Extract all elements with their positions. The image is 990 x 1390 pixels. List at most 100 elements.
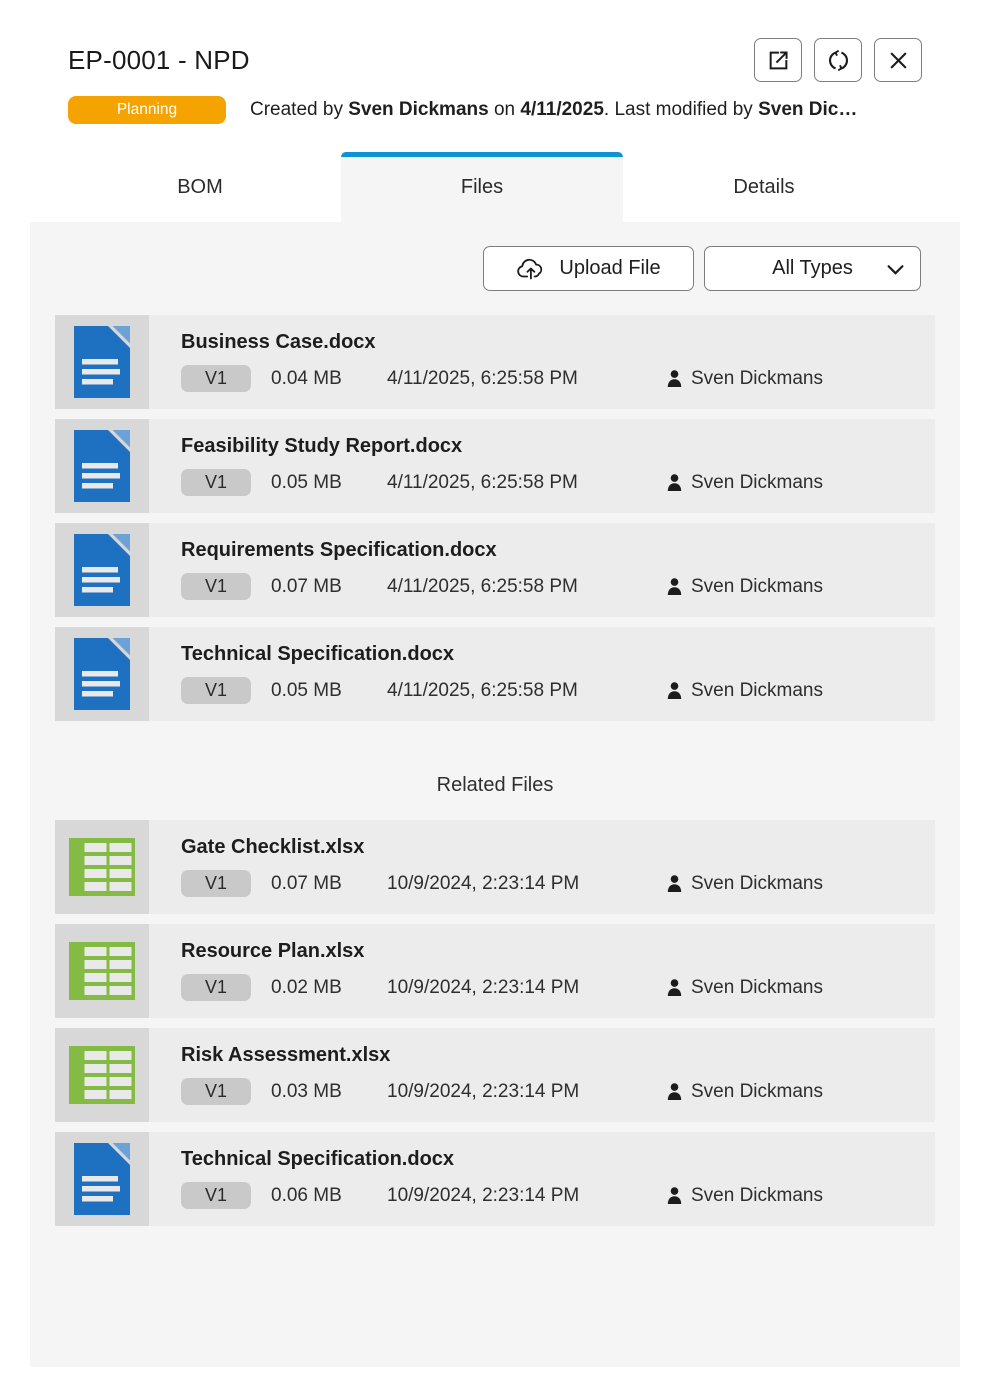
- file-user-name: Sven Dickmans: [691, 1080, 823, 1102]
- file-name: Requirements Specification.docx: [181, 539, 497, 561]
- person-icon: [667, 578, 682, 595]
- files-list: Business Case.docx V1 0.04 MB 4/11/2025,…: [55, 315, 935, 721]
- file-size: 0.05 MB: [271, 471, 342, 493]
- file-modified-date: 10/9/2024, 2:23:14 PM: [387, 1184, 580, 1206]
- file-user: Sven Dickmans: [667, 1185, 823, 1207]
- sheet-file-icon: [69, 838, 135, 896]
- close-button[interactable]: [874, 38, 922, 82]
- file-user-name: Sven Dickmans: [691, 367, 823, 389]
- refresh-icon: [828, 49, 848, 71]
- version-badge: V1: [181, 870, 251, 897]
- version-badge: V1: [181, 677, 251, 704]
- file-type-icon-cell: [55, 924, 149, 1018]
- file-row[interactable]: Requirements Specification.docx V1 0.07 …: [55, 523, 935, 617]
- file-meta: V1 0.04 MB 4/11/2025, 6:25:58 PM Sven Di…: [181, 365, 935, 392]
- file-name: Resource Plan.xlsx: [181, 940, 365, 962]
- file-size: 0.07 MB: [271, 872, 342, 894]
- person-icon: [667, 682, 682, 699]
- file-row[interactable]: Business Case.docx V1 0.04 MB 4/11/2025,…: [55, 315, 935, 409]
- file-meta: V1 0.06 MB 10/9/2024, 2:23:14 PM Sven Di…: [181, 1182, 935, 1209]
- file-name: Technical Specification.docx: [181, 1148, 455, 1170]
- file-modified-date: 4/11/2025, 6:25:58 PM: [387, 471, 578, 493]
- tab-bom[interactable]: BOM: [177, 175, 223, 198]
- file-size: 0.02 MB: [271, 976, 342, 998]
- upload-file-button[interactable]: Upload File: [483, 246, 694, 291]
- refresh-button[interactable]: [814, 38, 862, 82]
- file-type-filter-select[interactable]: All Types: [704, 246, 921, 291]
- file-row[interactable]: Technical Specification.docx V1 0.06 MB …: [55, 1132, 935, 1226]
- file-name: Gate Checklist.xlsx: [181, 836, 365, 858]
- file-type-icon-cell: [55, 1028, 149, 1122]
- sheet-file-icon: [69, 1046, 135, 1104]
- person-icon: [667, 875, 682, 892]
- modal-header: EP-0001 - NPD: [0, 0, 990, 82]
- version-badge: V1: [181, 974, 251, 1001]
- file-meta: V1 0.05 MB 4/11/2025, 6:25:58 PM Sven Di…: [181, 469, 935, 496]
- file-row-content: Technical Specification.docx V1 0.05 MB …: [149, 627, 935, 721]
- file-user: Sven Dickmans: [667, 472, 823, 494]
- doc-file-icon: [73, 1143, 130, 1215]
- created-date: 4/11/2025: [520, 99, 604, 120]
- related-files-heading: Related Files: [436, 774, 554, 796]
- file-row[interactable]: Resource Plan.xlsx V1 0.02 MB 10/9/2024,…: [55, 924, 935, 1018]
- person-icon: [667, 370, 682, 387]
- status-badge: Planning: [68, 96, 226, 124]
- upload-file-label: Upload File: [559, 257, 661, 279]
- version-badge: V1: [181, 365, 251, 392]
- file-user-name: Sven Dickmans: [691, 1184, 823, 1206]
- open-external-icon: [769, 50, 788, 69]
- file-meta: V1 0.02 MB 10/9/2024, 2:23:14 PM Sven Di…: [181, 974, 935, 1001]
- created-by-name: Sven Dickmans: [348, 99, 489, 120]
- version-badge: V1: [181, 469, 251, 496]
- file-modified-date: 4/11/2025, 6:25:58 PM: [387, 367, 578, 389]
- file-row[interactable]: Technical Specification.docx V1 0.05 MB …: [55, 627, 935, 721]
- file-user: Sven Dickmans: [667, 1081, 823, 1103]
- header-actions: [754, 38, 922, 82]
- files-toolbar: Upload File All Types: [30, 222, 960, 291]
- file-type-icon-cell: [55, 627, 149, 721]
- file-user: Sven Dickmans: [667, 680, 823, 702]
- file-meta: V1 0.07 MB 10/9/2024, 2:23:14 PM Sven Di…: [181, 870, 935, 897]
- file-row-content: Gate Checklist.xlsx V1 0.07 MB 10/9/2024…: [149, 820, 935, 914]
- open-external-button[interactable]: [754, 38, 802, 82]
- file-user-name: Sven Dickmans: [691, 872, 823, 894]
- file-user-name: Sven Dickmans: [691, 471, 823, 493]
- file-row[interactable]: Risk Assessment.xlsx V1 0.03 MB 10/9/202…: [55, 1028, 935, 1122]
- file-user: Sven Dickmans: [667, 368, 823, 390]
- tab-files[interactable]: Files: [341, 152, 623, 222]
- file-row[interactable]: Feasibility Study Report.docx V1 0.05 MB…: [55, 419, 935, 513]
- file-size: 0.07 MB: [271, 575, 342, 597]
- person-icon: [667, 979, 682, 996]
- sheet-file-icon: [69, 942, 135, 1000]
- file-row-content: Feasibility Study Report.docx V1 0.05 MB…: [149, 419, 935, 513]
- file-modified-date: 10/9/2024, 2:23:14 PM: [387, 976, 580, 998]
- person-icon: [667, 1083, 682, 1100]
- file-row[interactable]: Gate Checklist.xlsx V1 0.07 MB 10/9/2024…: [55, 820, 935, 914]
- page-title: EP-0001 - NPD: [68, 45, 250, 75]
- doc-file-icon: [73, 638, 130, 710]
- doc-file-icon: [73, 534, 130, 606]
- file-type-filter-value: All Types: [772, 257, 853, 279]
- doc-file-icon: [73, 430, 130, 502]
- file-size: 0.05 MB: [271, 679, 342, 701]
- file-name: Risk Assessment.xlsx: [181, 1044, 391, 1066]
- file-name: Business Case.docx: [181, 331, 376, 353]
- file-type-icon-cell: [55, 820, 149, 914]
- file-modified-date: 10/9/2024, 2:23:14 PM: [387, 1080, 580, 1102]
- tab-details[interactable]: Details: [733, 175, 795, 198]
- file-user: Sven Dickmans: [667, 576, 823, 598]
- file-meta: V1 0.07 MB 4/11/2025, 6:25:58 PM Sven Di…: [181, 573, 935, 600]
- doc-file-icon: [73, 326, 130, 398]
- file-modified-date: 10/9/2024, 2:23:14 PM: [387, 872, 580, 894]
- modified-by-name: Sven Dic…: [758, 99, 858, 120]
- version-badge: V1: [181, 1182, 251, 1209]
- file-size: 0.04 MB: [271, 367, 342, 389]
- file-type-icon-cell: [55, 315, 149, 409]
- related-files-list: Gate Checklist.xlsx V1 0.07 MB 10/9/2024…: [55, 820, 935, 1226]
- chevron-down-icon: [887, 265, 904, 275]
- file-row-content: Requirements Specification.docx V1 0.07 …: [149, 523, 935, 617]
- file-row-content: Technical Specification.docx V1 0.06 MB …: [149, 1132, 935, 1226]
- created-modified-text: Created by Sven Dickmans on 4/11/2025. L…: [250, 99, 858, 120]
- file-name: Feasibility Study Report.docx: [181, 435, 463, 457]
- person-icon: [667, 474, 682, 491]
